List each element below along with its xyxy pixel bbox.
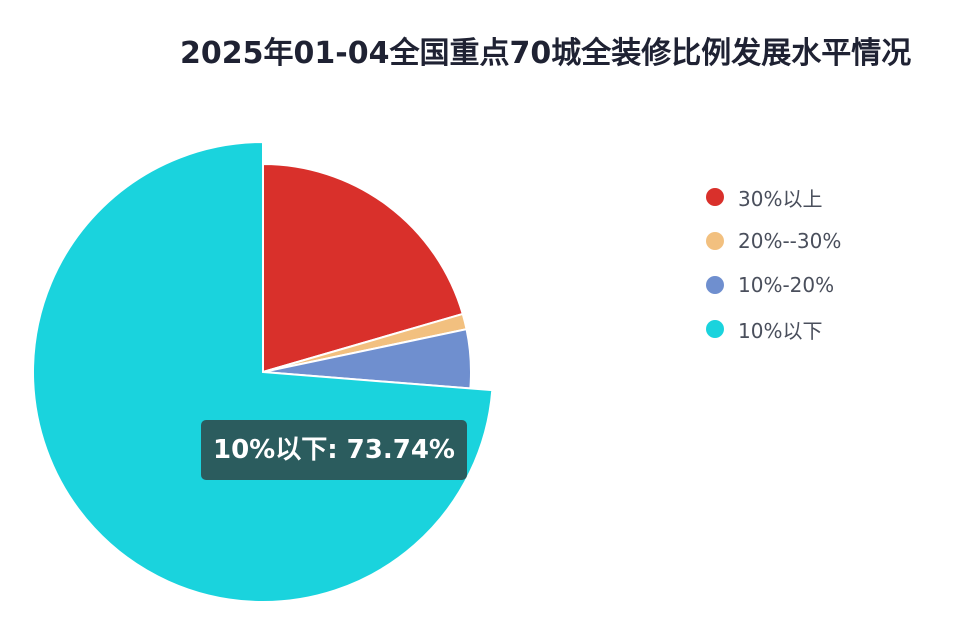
legend-item-20-30[interactable]: 20%--30% bbox=[706, 229, 842, 253]
legend-item-below-10[interactable]: 10%以下 bbox=[706, 318, 841, 343]
legend-label: 10%以下 bbox=[738, 318, 823, 343]
legend: 30%以上 20%--30% 10%-20% 10%以下 bbox=[706, 186, 841, 362]
pie-slice[interactable] bbox=[32, 140, 494, 603]
legend-swatch bbox=[706, 188, 724, 206]
pie-slice[interactable] bbox=[262, 162, 464, 374]
legend-item-30-plus[interactable]: 30%以上 bbox=[706, 186, 841, 211]
legend-label: 10%-20% bbox=[738, 273, 835, 297]
legend-swatch bbox=[706, 232, 724, 250]
legend-label: 20%--30% bbox=[738, 229, 842, 253]
tooltip: 10%以下: 73.74% bbox=[201, 420, 467, 480]
legend-swatch bbox=[706, 320, 724, 338]
legend-label: 30%以上 bbox=[738, 186, 823, 211]
chart-title: 2025年01-04全国重点70城全装修比例发展水平情况 bbox=[180, 36, 912, 71]
legend-item-10-20[interactable]: 10%-20% bbox=[706, 273, 841, 297]
legend-swatch bbox=[706, 276, 724, 294]
